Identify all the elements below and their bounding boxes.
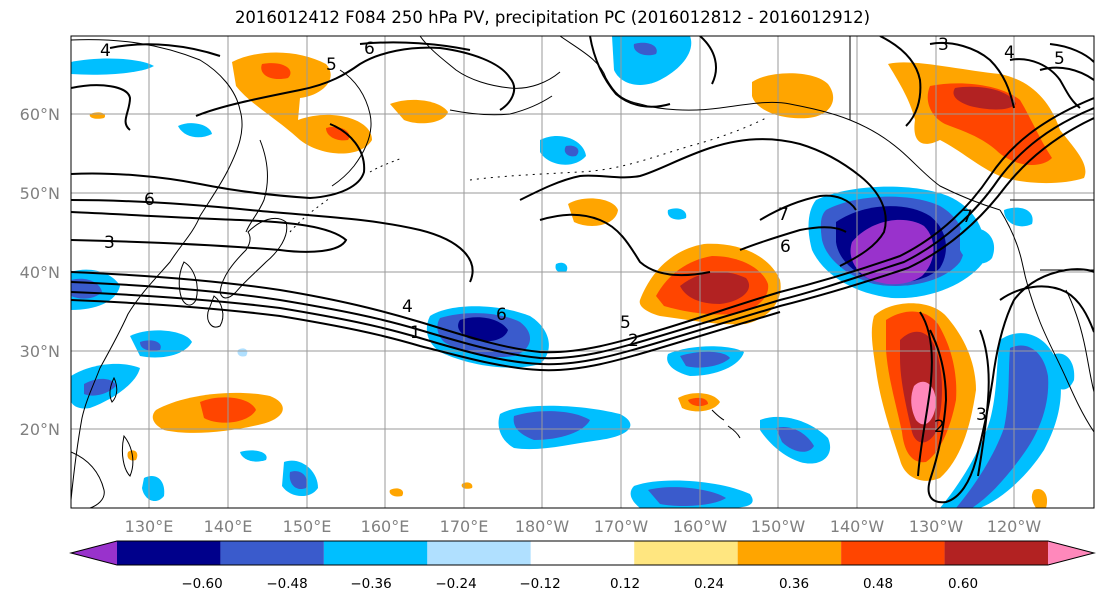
lon-label: 130°W [909, 517, 964, 536]
lon-label: 140°W [830, 517, 885, 536]
lat-label: 50°N [20, 184, 60, 203]
lat-label: 40°N [20, 263, 60, 282]
pv-label: 4 [100, 41, 111, 61]
lon-label: 150°E [283, 517, 332, 536]
pv-label: 5 [620, 313, 631, 333]
pv-label: 1 [410, 323, 421, 343]
colorbar-tick: −0.60 [181, 576, 222, 592]
latitude-labels: 60°N 50°N 40°N 30°N 20°N [20, 105, 60, 439]
colorbar-segment [71, 541, 117, 565]
colorbar-tick: 0.12 [610, 576, 640, 592]
colorbar-tick: 0.48 [863, 576, 893, 592]
lon-label: 120°W [987, 517, 1042, 536]
lon-label: 180°W [515, 517, 570, 536]
colorbar-segment [530, 541, 635, 565]
colorbar-segment [944, 541, 1048, 565]
longitude-labels: 130°E 140°E 150°E 160°E 170°E 180°W 170°… [125, 517, 1042, 536]
colorbar-segment [323, 541, 428, 565]
pv-label: 3 [104, 233, 115, 253]
lon-label: 170°W [594, 517, 649, 536]
lon-label: 170°E [440, 517, 489, 536]
pv-label: 6 [496, 305, 507, 325]
colorbar-tick: 0.36 [779, 576, 809, 592]
colorbar-segment [117, 541, 221, 565]
pv-label: 7 [778, 205, 789, 225]
map-frame [70, 35, 1095, 509]
colorbar-segment [220, 541, 324, 565]
pv-label: 6 [364, 39, 375, 59]
lon-label: 130°E [125, 517, 174, 536]
colorbar-segment [737, 541, 842, 565]
lat-label: 20°N [20, 420, 60, 439]
pv-contours [71, 36, 1094, 504]
colorbar-segment [427, 541, 531, 565]
pv-label: 5 [326, 55, 337, 75]
lon-label: 140°E [204, 517, 253, 536]
colorbar-tick: −0.48 [266, 576, 307, 592]
pv-label: 6 [780, 237, 791, 257]
pv-contour-labels: 4 6 5 6 3 3 4 5 1 6 4 5 2 7 6 7 2 3 [100, 35, 1065, 437]
pv-label: 2 [934, 417, 945, 437]
colorbar-segment [634, 541, 738, 565]
pv-label: 3 [938, 35, 949, 55]
colorbar-tick: 0.60 [948, 576, 978, 592]
pv-label: 6 [144, 190, 155, 210]
colorbar-segments [71, 541, 1094, 565]
colorbar-tick: −0.12 [519, 576, 560, 592]
pv-label: 5 [1054, 49, 1065, 69]
colorbar: −0.60 −0.48 −0.36 −0.24 −0.12 0.12 0.24 … [69, 540, 1096, 592]
colorbar-tick: 0.24 [694, 576, 724, 592]
colorbar-segment [1048, 541, 1094, 565]
pv-label: 3 [976, 405, 987, 425]
figure-title: 2016012412 F084 250 hPa PV, precipitatio… [234, 8, 871, 27]
lat-label: 30°N [20, 342, 60, 361]
precip-shading [71, 36, 1086, 508]
colorbar-tick: −0.24 [435, 576, 476, 592]
pv-label: 2 [628, 331, 639, 351]
colorbar-ticks: −0.60 −0.48 −0.36 −0.24 −0.12 0.12 0.24 … [181, 576, 978, 592]
lon-label: 150°W [751, 517, 806, 536]
pv-label: 4 [402, 297, 413, 317]
colorbar-segment [841, 541, 945, 565]
lat-label: 60°N [20, 105, 60, 124]
pv-label: 4 [1004, 43, 1015, 63]
colorbar-tick: −0.36 [350, 576, 391, 592]
pv-label: 7 [962, 207, 973, 227]
lon-label: 160°W [673, 517, 728, 536]
colorbar-outline [69, 540, 1096, 566]
lon-label: 160°E [361, 517, 410, 536]
